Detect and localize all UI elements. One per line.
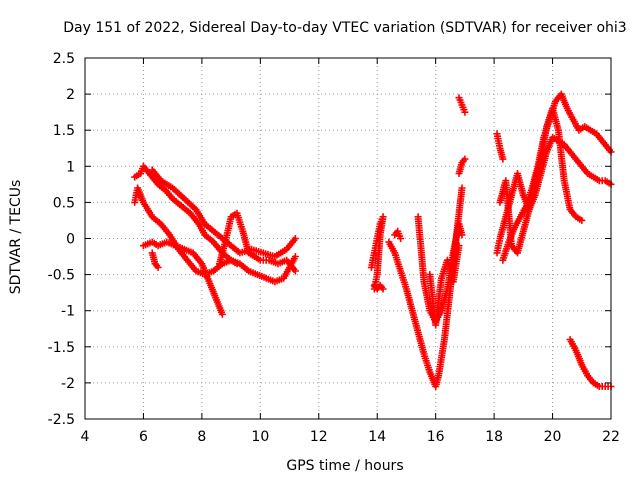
data-point-markers: [148, 249, 162, 271]
series-s14: [455, 155, 469, 177]
data-point-markers: [215, 209, 299, 275]
data-point-markers: [414, 213, 466, 325]
data-layer: [131, 90, 615, 390]
data-point-markers: [455, 155, 469, 177]
data-point-markers: [566, 336, 615, 390]
data-point-markers: [139, 238, 226, 318]
y-axis-label: SDTVAR / TECUs: [8, 180, 24, 295]
series-s5: [215, 209, 299, 275]
x-tick-label: 22: [602, 429, 620, 445]
y-tick-label: 1: [66, 159, 75, 175]
series-s3: [139, 238, 226, 318]
series-s7: [367, 213, 387, 293]
tick-layer: 4 6 8 10 12 14 16 18 20 22 -2.5 -2 -1.5 -1 -0.5 0 0.5 1 1.…: [48, 51, 620, 445]
x-tick-label: 16: [427, 429, 445, 445]
data-point-markers: [426, 242, 463, 329]
series-s17: [496, 105, 586, 257]
x-tick-label: 14: [368, 429, 386, 445]
y-tick-label: 0.5: [53, 195, 75, 211]
series-s13: [455, 94, 469, 116]
y-tick-label: 0: [66, 232, 75, 248]
y-tick-label: -2.5: [48, 412, 75, 428]
y-tick-label: -1.5: [48, 340, 75, 356]
series-s12: [426, 242, 463, 329]
series-s8: [370, 281, 387, 293]
series-s18: [493, 130, 507, 163]
data-point-markers: [391, 227, 405, 242]
x-tick-label: 18: [485, 429, 503, 445]
y-tick-label: 1.5: [53, 123, 75, 139]
series-s10: [391, 227, 405, 242]
data-point-markers: [496, 105, 586, 257]
y-tick-label: -2: [61, 376, 75, 392]
series-s6: [148, 249, 162, 271]
chart-title: Day 151 of 2022, Sidereal Day-to-day VTE…: [63, 20, 626, 36]
x-tick-label: 20: [544, 429, 562, 445]
y-tick-label: -0.5: [48, 268, 75, 284]
data-point-markers: [367, 213, 387, 293]
data-point-markers: [493, 130, 507, 163]
y-tick-label: 2: [66, 87, 75, 103]
x-tick-label: 12: [310, 429, 328, 445]
y-tick-label: 2.5: [53, 51, 75, 67]
x-tick-label: 10: [251, 429, 269, 445]
x-axis-label: GPS time / hours: [286, 458, 403, 474]
x-tick-label: 4: [81, 429, 90, 445]
data-point-markers: [370, 281, 387, 293]
series-s11: [414, 213, 466, 325]
x-tick-label: 8: [197, 429, 206, 445]
y-tick-label: -1: [61, 304, 75, 320]
data-point-markers: [455, 94, 469, 116]
series-s19: [566, 336, 615, 390]
x-tick-label: 6: [139, 429, 148, 445]
